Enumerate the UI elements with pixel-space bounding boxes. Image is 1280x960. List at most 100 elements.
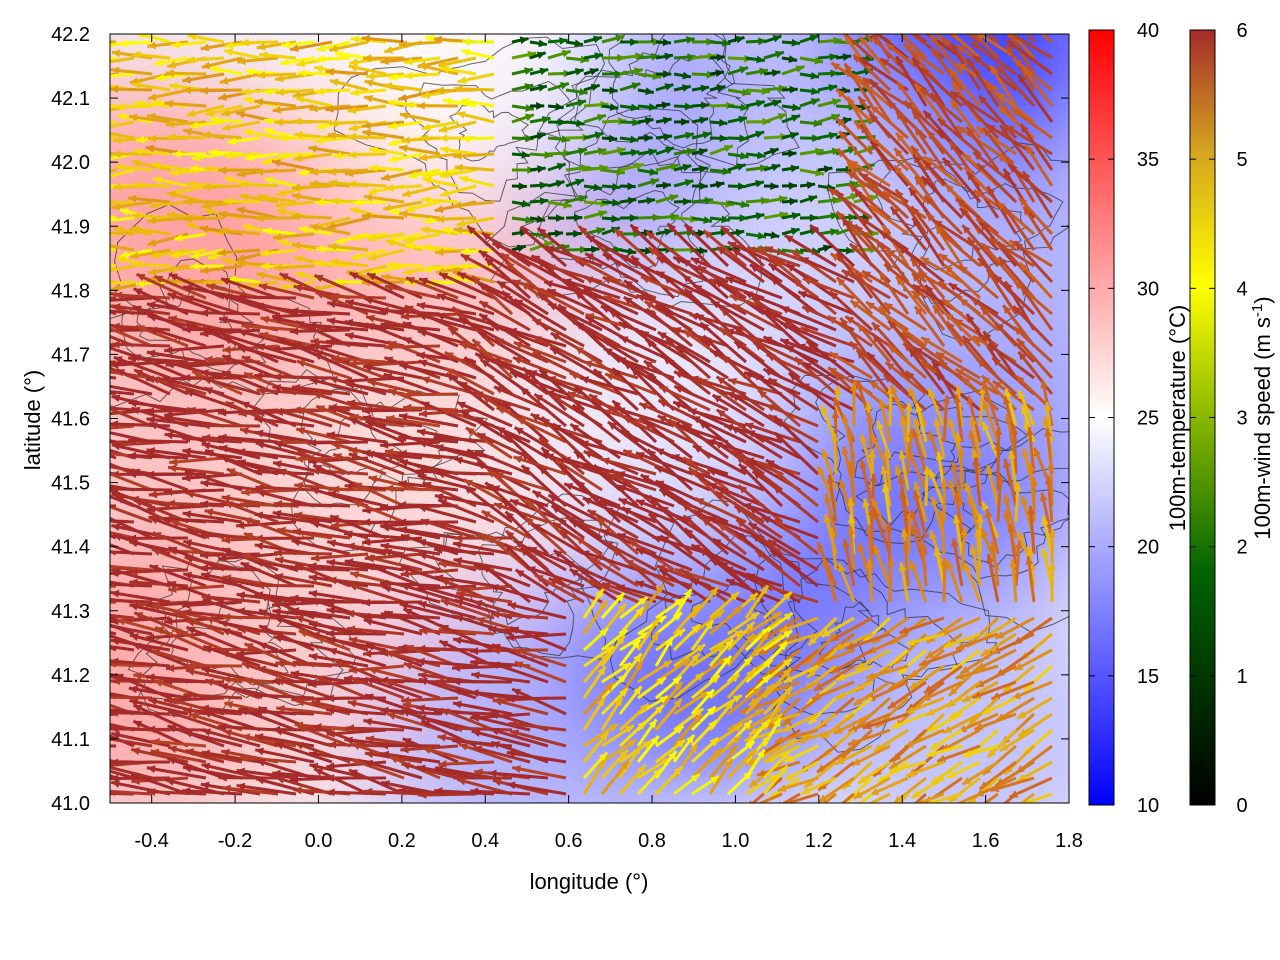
wind-arrow-head bbox=[645, 339, 655, 348]
wind-arrow-head bbox=[772, 34, 782, 43]
wind-arrow-shaft bbox=[110, 568, 117, 572]
wind-arrow-head bbox=[418, 153, 428, 162]
wind-arrow-head bbox=[942, 37, 951, 47]
wind-arrow-shaft bbox=[400, 312, 459, 319]
wind-arrow-head bbox=[384, 356, 394, 364]
wind-arrow-head bbox=[1014, 241, 1024, 251]
wind-arrow-head bbox=[167, 133, 176, 141]
wind-arrow-shaft bbox=[639, 329, 693, 364]
wind-arrow-shaft bbox=[272, 385, 333, 396]
wind-arrow-head bbox=[296, 59, 306, 68]
wind-arrow-shaft bbox=[574, 320, 622, 364]
wind-arrow-shaft bbox=[1017, 196, 1054, 236]
wind-arrow-shaft bbox=[549, 346, 603, 380]
wind-arrow-head bbox=[774, 50, 784, 59]
wind-arrow-head bbox=[236, 110, 246, 119]
wind-arrow-shaft bbox=[841, 216, 874, 267]
wind-arrow-head bbox=[579, 87, 588, 96]
wind-arrow-shaft bbox=[349, 414, 405, 428]
wind-arrow-shaft bbox=[289, 328, 351, 334]
wind-arrow-head bbox=[327, 131, 337, 140]
wind-arrow-shaft bbox=[839, 316, 874, 363]
wind-arrow-shaft bbox=[387, 340, 441, 364]
wind-arrow-shaft bbox=[110, 774, 117, 780]
wind-arrow-shaft bbox=[110, 504, 117, 508]
wind-arrow-shaft bbox=[346, 400, 405, 412]
wind-arrow-head bbox=[872, 322, 881, 332]
wind-arrow-head bbox=[836, 252, 845, 262]
wind-arrow-head bbox=[714, 279, 724, 288]
wind-arrow-head bbox=[148, 267, 157, 276]
wind-arrow-head bbox=[558, 304, 568, 314]
wind-arrow-shaft bbox=[835, 189, 874, 235]
wind-arrow-head bbox=[854, 188, 863, 198]
wind-arrow-shaft bbox=[731, 303, 783, 332]
wind-arrow-shaft bbox=[838, 130, 874, 171]
wind-arrow-head bbox=[830, 228, 839, 236]
wind-arrow-shaft bbox=[146, 417, 207, 428]
wind-arrow-head bbox=[662, 309, 672, 318]
wind-arrow-head bbox=[777, 113, 787, 121]
wind-arrow-head bbox=[717, 247, 726, 256]
wind-arrow-head bbox=[859, 173, 869, 182]
wind-arrow-head bbox=[457, 76, 467, 84]
wind-arrow-head bbox=[789, 85, 798, 94]
wind-arrow-shaft bbox=[919, 67, 964, 108]
wind-arrow-head bbox=[927, 130, 936, 140]
wind-arrow-head bbox=[699, 182, 708, 191]
wind-arrow-shaft bbox=[308, 323, 369, 332]
wind-arrow-head bbox=[556, 214, 565, 223]
wind-arrow-head bbox=[802, 306, 812, 314]
wind-arrow-head bbox=[277, 337, 287, 345]
wind-arrow-head bbox=[131, 211, 141, 220]
wind-arrow-head bbox=[350, 206, 360, 215]
wind-arrow-shaft bbox=[258, 283, 315, 300]
wind-arrow-head bbox=[715, 180, 725, 189]
wind-arrow-head bbox=[923, 110, 932, 120]
wind-arrow-head bbox=[531, 255, 541, 263]
wind-arrow-head bbox=[132, 181, 141, 190]
wind-arrow-head bbox=[948, 68, 958, 78]
wind-arrow-shaft bbox=[260, 316, 315, 332]
wind-arrow-shaft bbox=[630, 254, 676, 300]
wind-arrow-head bbox=[853, 54, 862, 64]
wind-arrow-shaft bbox=[326, 339, 387, 348]
wind-arrow-shaft bbox=[127, 438, 189, 444]
wind-arrow-head bbox=[633, 229, 642, 238]
wind-arrow-head bbox=[461, 48, 471, 57]
wind-arrow-head bbox=[346, 399, 356, 408]
wind-arrow-head bbox=[60, 756, 69, 763]
wind-arrow-head bbox=[998, 257, 1008, 266]
wind-arrow-head bbox=[186, 180, 196, 189]
wind-arrow-shaft bbox=[296, 407, 351, 428]
wind-arrow-head bbox=[74, 385, 82, 393]
wind-arrow-head bbox=[539, 369, 549, 378]
wind-arrow-shaft bbox=[478, 300, 531, 332]
wind-arrow-head bbox=[62, 626, 71, 633]
wind-arrow-head bbox=[131, 406, 141, 415]
wind-arrow-head bbox=[648, 247, 658, 256]
wind-arrow-shaft bbox=[110, 56, 135, 64]
wind-arrow-shaft bbox=[861, 269, 909, 300]
wind-arrow-head bbox=[998, 241, 1007, 251]
wind-arrow-shaft bbox=[794, 356, 837, 396]
wind-arrow-head bbox=[189, 164, 198, 173]
wind-arrow-head bbox=[200, 43, 210, 52]
wind-arrow-head bbox=[111, 340, 120, 349]
wind-arrow-shaft bbox=[513, 340, 567, 364]
wind-arrow-head bbox=[536, 215, 546, 223]
wind-arrow-head bbox=[722, 354, 731, 364]
wind-arrow-head bbox=[575, 178, 584, 187]
wind-arrow-head bbox=[534, 394, 544, 402]
wind-arrow-head bbox=[698, 246, 708, 255]
wind-arrow-head bbox=[836, 117, 845, 127]
wind-arrow-shaft bbox=[919, 87, 963, 124]
wind-arrow-head bbox=[436, 312, 445, 321]
wind-arrow-shaft bbox=[466, 224, 513, 268]
wind-arrow-head bbox=[1018, 74, 1027, 84]
wind-arrow-head bbox=[789, 131, 799, 140]
wind-arrow-head bbox=[353, 198, 362, 207]
wind-arrow-head bbox=[183, 284, 192, 293]
wind-arrow-shaft bbox=[887, 344, 927, 380]
wind-arrow-head bbox=[93, 427, 102, 435]
